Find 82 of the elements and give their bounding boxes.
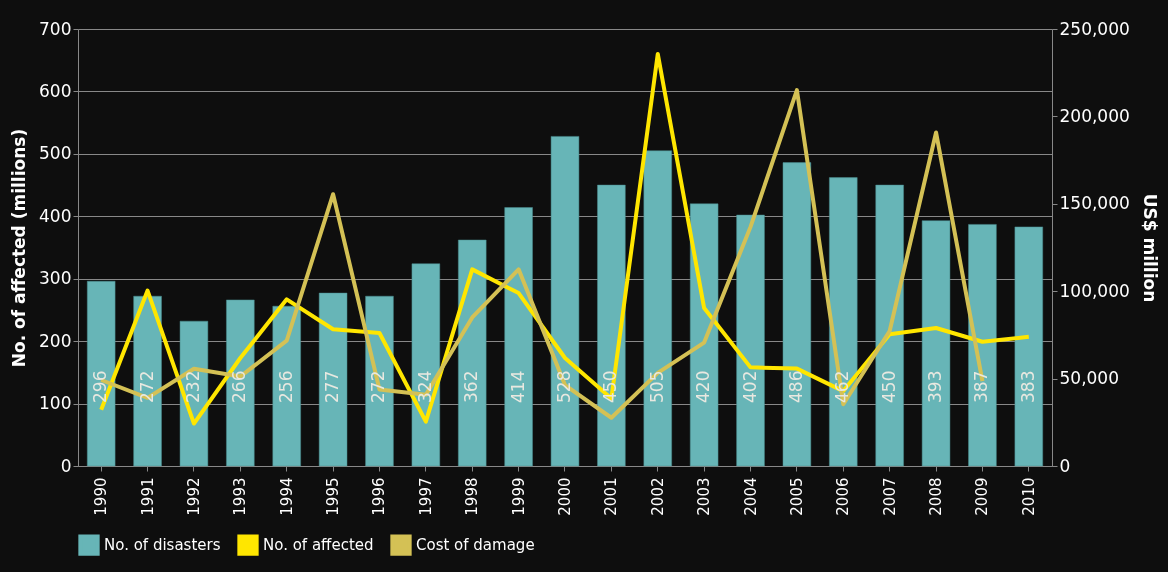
y2-tick-label: 200,000	[1059, 105, 1130, 126]
bar	[875, 184, 904, 467]
y-tick-label: 400	[39, 205, 72, 226]
y2-tick-label: 100,000	[1059, 280, 1130, 301]
y2-axis-title: US$ million	[1139, 193, 1160, 303]
y-tick-label: 300	[39, 268, 72, 289]
data-label: 402	[739, 370, 760, 403]
bar	[1014, 226, 1043, 467]
x-tick-label: 2006	[834, 477, 853, 516]
data-label: 324	[414, 370, 435, 403]
bar	[179, 320, 209, 467]
bar	[226, 299, 255, 467]
data-label: 232	[182, 370, 203, 403]
data-label: 486	[785, 370, 806, 403]
y2-tick-label: 0	[1059, 455, 1071, 476]
y2-tick-label: 250,000	[1059, 18, 1130, 39]
bar	[133, 295, 162, 467]
y-tick-label: 500	[39, 143, 72, 164]
bar	[968, 224, 997, 467]
bar	[365, 295, 394, 467]
x-tick-label: 2003	[695, 477, 714, 516]
legend-label: No. of disasters	[104, 536, 221, 555]
x-tick-label: 1998	[463, 477, 482, 516]
x-tick-label: 2001	[602, 477, 621, 516]
data-label: 277	[322, 370, 343, 403]
data-label: 272	[368, 370, 389, 403]
x-tick-label: 1999	[509, 477, 528, 516]
bar	[318, 292, 348, 467]
x-tick-label: 2010	[1019, 477, 1038, 516]
y2-tick-label: 50,000	[1059, 368, 1119, 389]
data-label: 450	[600, 370, 621, 403]
y-axis-title: No. of affected (millions)	[9, 128, 30, 368]
y-tick-label: 0	[60, 455, 72, 476]
x-tick-label: 1990	[92, 477, 111, 516]
x-tick-label: 1994	[277, 477, 296, 516]
x-tick-label: 1992	[184, 477, 203, 516]
bar	[87, 280, 116, 467]
bar	[689, 203, 719, 467]
x-tick-label: 2004	[741, 477, 760, 516]
x-tick-label: 2002	[648, 477, 667, 516]
x-tick-label: 1996	[370, 477, 389, 516]
bar	[597, 184, 626, 467]
y2-tick-label: 150,000	[1059, 193, 1130, 214]
x-tick-label: 2000	[556, 477, 574, 516]
data-label: 450	[878, 370, 899, 403]
bar	[643, 150, 672, 467]
bar	[272, 305, 301, 467]
data-label: 462	[832, 370, 853, 403]
x-tick-label: 2009	[973, 477, 992, 516]
data-label: 505	[646, 370, 667, 403]
bar	[411, 263, 441, 467]
data-label: 296	[90, 370, 111, 403]
bar	[829, 177, 858, 467]
data-label: 393	[925, 370, 946, 403]
x-tick-label: 2008	[927, 477, 946, 516]
data-label: 272	[136, 370, 157, 403]
x-tick-label: 1995	[324, 477, 343, 516]
x-tick-label: 1997	[416, 477, 435, 516]
x-tick-label: 1993	[231, 477, 250, 516]
data-label: 383	[1017, 370, 1038, 403]
bar	[736, 214, 765, 467]
y-tick-label: 700	[39, 18, 72, 39]
legend-label: No. of affected	[263, 536, 374, 555]
x-tick-label: 1991	[138, 477, 157, 516]
bar	[458, 239, 487, 467]
x-tick-label: 2005	[787, 477, 806, 516]
bar	[504, 207, 533, 467]
data-label: 414	[507, 370, 528, 403]
bar	[782, 162, 812, 467]
data-label: 420	[693, 370, 714, 403]
x-tick-label: 2007	[880, 477, 899, 516]
bar	[921, 220, 951, 467]
bar	[550, 136, 580, 467]
y-tick-label: 600	[39, 80, 72, 101]
data-label: 256	[275, 370, 296, 403]
legend-label: Cost of damage	[416, 536, 535, 555]
data-label: 362	[461, 370, 482, 403]
data-label: 528	[554, 370, 574, 403]
y-tick-label: 200	[39, 330, 72, 351]
data-label: 387	[971, 370, 992, 403]
data-label: 266	[229, 370, 250, 403]
y-tick-label: 100	[39, 393, 72, 414]
